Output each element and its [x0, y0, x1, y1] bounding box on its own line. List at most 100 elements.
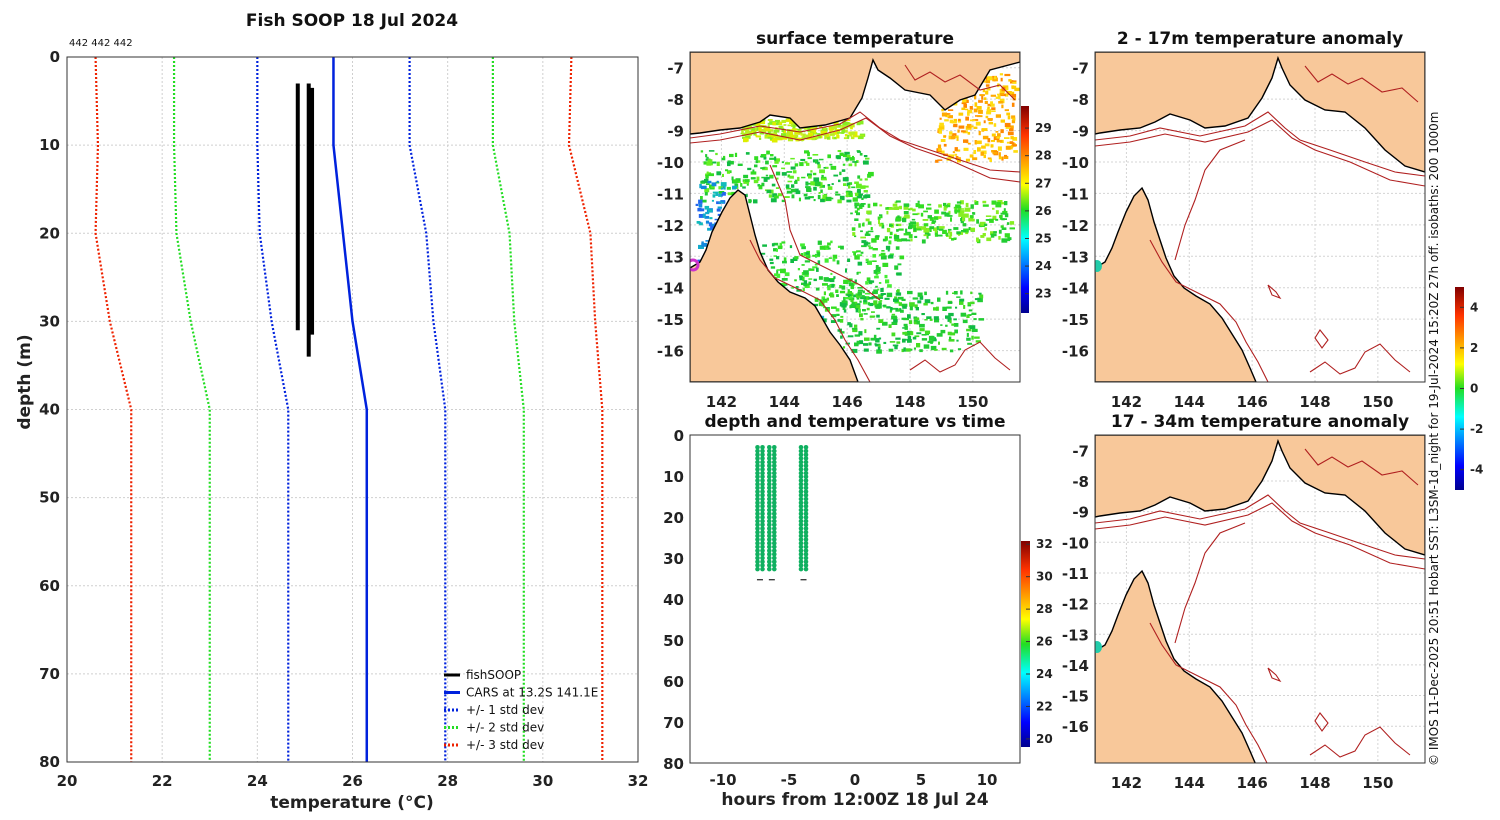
sst-cell: [870, 337, 876, 341]
sst-cell: [836, 123, 842, 127]
sst-cell: [747, 167, 752, 171]
sst-cell: [745, 152, 750, 155]
sst-cell: [859, 178, 863, 181]
sst-cell: [774, 156, 777, 161]
sst-cell: [951, 323, 955, 326]
time-dot: [772, 500, 777, 506]
sst-cell: [1003, 156, 1009, 159]
sst-cell: [722, 192, 726, 196]
sst-cell: [705, 174, 709, 179]
sst-cell: [704, 188, 710, 193]
sst-cell: [895, 292, 902, 296]
sst-cell: [846, 192, 849, 196]
sst-cell: [894, 233, 897, 236]
sst-cell: [836, 313, 840, 316]
sst-cell: [886, 306, 891, 309]
sst-cell: [967, 302, 971, 305]
sst-cell: [949, 131, 953, 135]
sst-cell: [888, 324, 892, 328]
colorbar-label: 26: [1036, 635, 1053, 649]
sst-cell: [791, 287, 794, 289]
sst-cell: [967, 111, 970, 116]
sst-cell: [880, 287, 884, 293]
sst-cell: [987, 157, 992, 160]
sst-cell: [871, 296, 878, 299]
time-xtick: 0: [850, 771, 860, 789]
sst-cell: [843, 296, 846, 302]
sst-cell: [1002, 202, 1005, 205]
profile-xtick: 22: [152, 772, 173, 790]
time-ytick: 80: [663, 755, 684, 773]
sst-cell: [988, 118, 993, 122]
sst-cell: [850, 136, 855, 140]
sst-cell: [903, 347, 906, 352]
map-xtick: 148: [1299, 774, 1330, 792]
sst-cell: [881, 224, 885, 229]
time-dot: [767, 504, 772, 509]
sst-cell: [854, 279, 857, 283]
sst-cell: [909, 302, 915, 307]
sst-cell: [923, 302, 928, 306]
time-dot: [772, 459, 777, 465]
sst-cell: [942, 306, 947, 311]
time-dot: [767, 540, 772, 546]
sst-cell: [763, 157, 767, 160]
sst-cell: [942, 229, 947, 234]
sst-cell: [819, 186, 822, 189]
sst-cell: [1004, 154, 1008, 157]
sst-cell: [863, 343, 869, 346]
sst-cell: [921, 338, 928, 341]
sst-cell: [895, 246, 900, 250]
sst-cell: [779, 282, 786, 286]
sst-cell: [795, 190, 801, 195]
sst-cell: [939, 226, 945, 229]
sst-cell: [872, 291, 878, 295]
sst-cell: [723, 155, 726, 159]
sst-cell: [842, 129, 845, 134]
time-chart: depth and temperature vs time -10 -5 0 5 10 …: [663, 412, 1053, 810]
sst-cell: [931, 335, 935, 341]
time-dot: [755, 544, 760, 550]
sst-cell: [700, 196, 703, 200]
time-dot: [767, 522, 772, 528]
sst-cell: [852, 328, 858, 333]
sst-cell: [837, 199, 842, 204]
sst-cell: [938, 129, 942, 134]
sst-cell: [897, 215, 900, 219]
profile-legend: fishSOOP CARS at 13.2S 141.1E +/- 1 std de…: [444, 668, 598, 752]
sst-cell: [801, 176, 806, 179]
sst-cell: [966, 328, 972, 332]
sst-cell: [882, 304, 886, 307]
sst-cell: [851, 348, 858, 353]
sst-cell: [833, 276, 836, 279]
sst-cell: [798, 197, 801, 202]
sst-cell: [829, 163, 833, 166]
sst-cell: [1007, 237, 1012, 240]
sst-cell: [794, 279, 797, 282]
sst-cell: [913, 347, 916, 350]
sst-cell: [850, 299, 854, 302]
sst-cell: [832, 136, 835, 140]
sst-cell: [718, 194, 722, 197]
sst-cell: [914, 321, 918, 325]
sst-cell: [796, 289, 802, 292]
sst-cell: [727, 161, 731, 167]
sst-cell: [778, 121, 783, 125]
sst-cell: [1000, 77, 1003, 82]
colorbar-label: 24: [1036, 667, 1053, 681]
time-dot: [772, 445, 777, 450]
sst-cell: [984, 100, 988, 104]
sst-cell: [900, 309, 904, 313]
time-dot: [772, 493, 777, 498]
sst-cell: [991, 133, 996, 137]
sst-cell: [906, 239, 911, 242]
sst-cell: [923, 210, 928, 213]
sst-cell: [937, 234, 943, 237]
sst-cell: [808, 281, 812, 285]
sst-cell: [969, 215, 974, 219]
profile-legend-label: +/- 1 std dev: [466, 703, 544, 717]
sst-cell: [1012, 142, 1015, 147]
sst-cell: [970, 227, 975, 232]
sst-cell: [786, 171, 793, 173]
time-dot: [767, 456, 772, 461]
